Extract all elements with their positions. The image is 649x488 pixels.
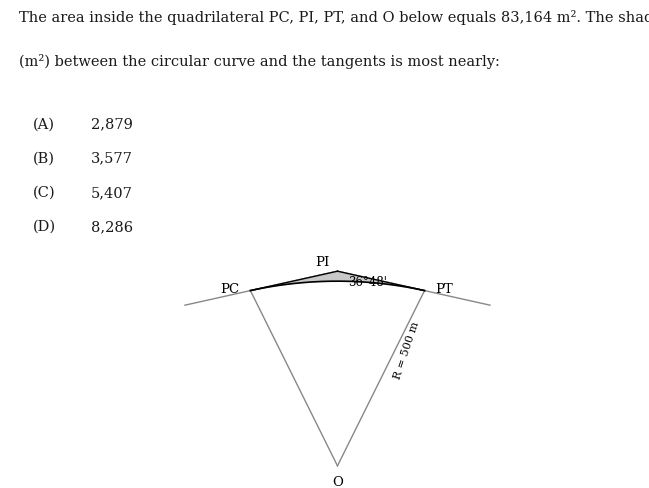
Text: (C): (C) [32,185,55,200]
Text: (B): (B) [32,151,55,165]
Polygon shape [251,272,424,291]
Text: PT: PT [435,283,454,296]
Text: 36°48': 36°48' [349,275,387,288]
Text: 5,407: 5,407 [91,185,133,200]
Text: 2,879: 2,879 [91,117,133,131]
Text: (A): (A) [32,117,55,131]
Text: 8,286: 8,286 [91,220,133,234]
Text: (m²) between the circular curve and the tangents is most nearly:: (m²) between the circular curve and the … [19,54,500,69]
Text: The area inside the quadrilateral PC, PI, PT, and O below equals 83,164 m². The : The area inside the quadrilateral PC, PI… [19,10,649,25]
Text: PC: PC [220,283,239,296]
Text: (D): (D) [32,220,56,234]
Text: R = 500 m: R = 500 m [393,320,421,380]
Text: 3,577: 3,577 [91,151,133,165]
Text: PI: PI [315,255,329,268]
Text: O: O [332,475,343,488]
